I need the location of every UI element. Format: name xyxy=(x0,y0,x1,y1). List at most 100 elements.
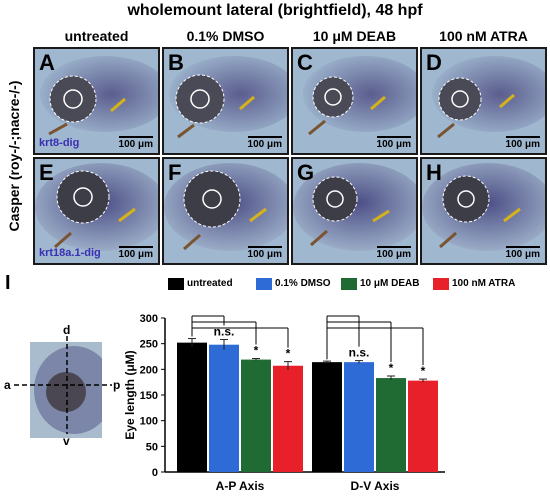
panel-letter: G xyxy=(297,160,315,185)
embryo-image xyxy=(169,56,287,139)
brown-arrow-icon xyxy=(308,119,326,136)
marker-label: krt18a.1-dig xyxy=(39,247,101,259)
panel-letter: A xyxy=(39,50,55,75)
legend-label-dmso: 0.1% DMSO xyxy=(275,278,331,289)
legend-swatch-dmso xyxy=(256,278,272,290)
eye-outline-icon xyxy=(313,177,357,221)
panel-letter: C xyxy=(297,50,313,75)
panel-B: B 100 μm xyxy=(162,47,289,155)
legend-swatch-untreated xyxy=(168,278,184,290)
yellow-arrow-icon xyxy=(110,97,126,113)
significance-label: n.s. xyxy=(349,346,370,360)
bar-d-v-axis-2 xyxy=(376,378,406,472)
column-header-untreated: untreated xyxy=(64,28,129,44)
chart-legend: untreated 0.1% DMSO 10 μM DEAB 100 nM AT… xyxy=(168,278,548,292)
legend-label-deab: 10 μM DEAB xyxy=(360,278,420,289)
eye-outline-icon xyxy=(439,78,481,120)
marker-label: krt8-dig xyxy=(39,137,80,149)
y-tick-label: 300 xyxy=(140,313,158,325)
y-tick-label: 100 xyxy=(140,416,158,428)
eye-outline-icon xyxy=(57,171,109,223)
yellow-arrow-icon xyxy=(118,207,136,223)
scale-bar: 100 μm xyxy=(376,246,412,260)
axis-label-dorsal: d xyxy=(63,323,71,337)
brown-arrow-icon xyxy=(177,123,195,139)
figure-title: wholemount lateral (brightfield), 48 hpf xyxy=(127,2,423,19)
eye-outline-icon xyxy=(443,176,489,222)
embryo-image xyxy=(422,163,545,251)
scale-bar: 100 μm xyxy=(118,136,154,150)
panel-G: G 100 μm xyxy=(291,157,418,265)
axis-label-anterior: a xyxy=(4,378,11,392)
embryo-image xyxy=(303,56,416,136)
brown-arrow-icon xyxy=(439,231,457,249)
column-header-atra: 100 nM ATRA xyxy=(439,28,528,44)
eye-length-bar-chart: 0 50 100 150 200 250 300 Eye length (μM) n.s. * * A… xyxy=(123,313,445,493)
axis-label-ventral: v xyxy=(63,434,70,448)
bar-d-v-axis-3 xyxy=(408,380,438,472)
scale-bar: 100 μm xyxy=(247,136,283,150)
eye-outline-icon xyxy=(184,171,240,227)
strain-label: Casper (roy-/-;nacre-/-) xyxy=(6,80,22,232)
yellow-arrow-icon xyxy=(370,95,386,111)
yellow-arrow-icon xyxy=(239,95,255,111)
brown-arrow-icon xyxy=(310,229,328,247)
legend-swatch-atra xyxy=(433,278,449,290)
eye-outline-icon xyxy=(176,75,224,123)
brown-arrow-icon xyxy=(48,122,68,136)
significance-label: * xyxy=(421,364,426,378)
y-tick-label: 150 xyxy=(140,390,158,402)
significance-label: n.s. xyxy=(214,325,235,339)
bar-a-p-axis-1 xyxy=(209,344,239,472)
embryo-image xyxy=(35,163,158,251)
panel-letter: D xyxy=(426,50,442,75)
column-header-dmso: 0.1% DMSO xyxy=(186,28,265,44)
scale-bar: 100 μm xyxy=(247,246,283,260)
panel-C: C 100 μm xyxy=(291,47,418,155)
panel-A: A krt8-dig 100 μm xyxy=(33,47,160,155)
axis-diagram-lines xyxy=(14,336,112,434)
panel-letter: H xyxy=(426,160,442,185)
y-axis-label: Eye length (μM) xyxy=(123,350,137,439)
panel-E: E krt18a.1-dig 100 μm xyxy=(33,157,160,265)
x-category-label: D-V Axis xyxy=(351,479,400,493)
x-category-label: A-P Axis xyxy=(216,479,265,493)
yellow-arrow-icon xyxy=(499,93,515,109)
significance-label: * xyxy=(286,347,291,361)
yellow-arrow-icon xyxy=(249,207,267,223)
legend-swatch-deab xyxy=(341,278,357,290)
yellow-arrow-icon xyxy=(372,209,390,223)
axis-label-posterior: p xyxy=(113,378,121,392)
bar-d-v-axis-0 xyxy=(312,362,342,472)
brown-arrow-icon xyxy=(54,231,72,249)
legend-label-untreated: untreated xyxy=(187,278,233,289)
panel-letter: B xyxy=(168,50,184,75)
panel-H: H 100 μm xyxy=(420,157,547,265)
scale-bar: 100 μm xyxy=(505,136,541,150)
embryo-image xyxy=(293,163,416,251)
significance-label: * xyxy=(254,344,259,358)
y-tick-label: 250 xyxy=(140,339,158,351)
yellow-arrow-icon xyxy=(503,207,521,223)
significance-label: * xyxy=(389,361,394,375)
bar-a-p-axis-3 xyxy=(273,365,303,472)
brown-arrow-icon xyxy=(183,233,201,251)
panel-letter: F xyxy=(168,160,182,185)
y-tick-label: 50 xyxy=(146,441,158,453)
scale-bar: 100 μm xyxy=(505,246,541,260)
eye-outline-icon xyxy=(313,77,353,117)
bar-d-v-axis-1 xyxy=(344,362,374,472)
column-header-deab: 10 μM DEAB xyxy=(312,28,397,44)
axis-diagram-embryo xyxy=(30,342,102,438)
scale-bar: 100 μm xyxy=(376,136,412,150)
bar-a-p-axis-2 xyxy=(241,359,271,472)
embryo-image xyxy=(432,56,545,139)
embryo-image xyxy=(164,163,287,251)
panel-letter: E xyxy=(39,160,54,185)
eye-outline-icon xyxy=(50,76,96,122)
y-tick-label: 0 xyxy=(152,467,158,479)
scale-bar: 100 μm xyxy=(118,246,154,260)
embryo-image xyxy=(40,56,158,136)
legend-label-atra: 100 nM ATRA xyxy=(452,278,516,289)
y-tick-label: 200 xyxy=(140,364,158,376)
